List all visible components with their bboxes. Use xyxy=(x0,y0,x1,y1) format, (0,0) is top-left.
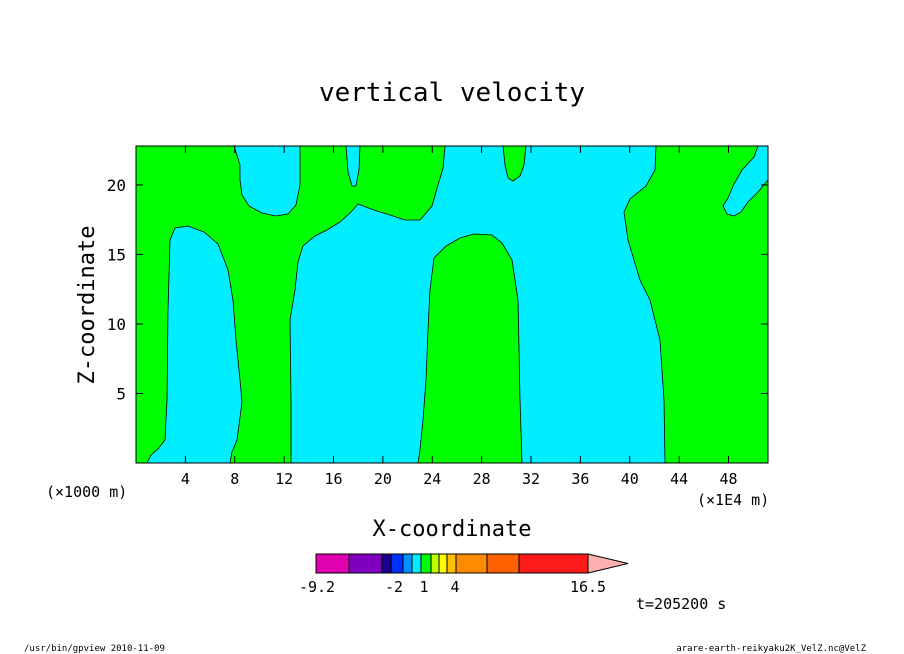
contour-region-2 xyxy=(289,145,666,464)
x-tick-label: 48 xyxy=(719,470,737,488)
colorbar xyxy=(315,553,629,574)
colorbar-labels: -9.2 -2 1 4 16.5 xyxy=(299,578,606,596)
colorbar-box xyxy=(446,553,457,574)
y-tick-label: 5 xyxy=(116,384,126,403)
x-tick-label: 24 xyxy=(423,470,441,488)
colorbar-box xyxy=(518,553,589,574)
x-tick-label: 16 xyxy=(324,470,342,488)
y-tick-label: 10 xyxy=(107,315,126,334)
colorbar-tick-label: -9.2 xyxy=(299,578,335,596)
colorbar-box xyxy=(348,553,383,574)
colorbar-box xyxy=(390,553,404,574)
colorbar-box xyxy=(455,553,488,574)
colorbar-tick-label: 1 xyxy=(419,578,428,596)
x-tick-label: 36 xyxy=(571,470,589,488)
x-tick-label: 44 xyxy=(670,470,688,488)
colorbar-box xyxy=(411,553,422,574)
colorbar-box xyxy=(420,553,432,574)
footer-right: arare-earth-reikyaku2K_VelZ.nc@VelZ xyxy=(676,644,866,654)
x-tick-label: 4 xyxy=(181,470,190,488)
x-tick-label: 12 xyxy=(275,470,293,488)
contour-region-3 xyxy=(233,145,301,217)
plot-frame xyxy=(135,145,769,464)
x-tick-label: 20 xyxy=(374,470,392,488)
x-tick-label: 28 xyxy=(473,470,491,488)
x-tick-label: 8 xyxy=(230,470,239,488)
colorbar-box xyxy=(430,553,440,574)
colorbar-extend-arrow xyxy=(587,553,629,574)
x-unit-left: (×1000 m) xyxy=(46,483,127,501)
x-axis-label: X-coordinate xyxy=(373,517,532,542)
y-tick-label: 20 xyxy=(107,176,126,195)
x-ticks: 4 8 12 16 20 24 28 32 36 40 44 48 xyxy=(181,146,738,488)
colorbar-tick-label: -2 xyxy=(385,578,403,596)
y-ticks: 5 10 15 20 xyxy=(107,176,768,403)
colorbar-box xyxy=(438,553,448,574)
x-tick-label: 32 xyxy=(522,470,540,488)
colorbar-box xyxy=(315,553,350,574)
chart-title: vertical velocity xyxy=(319,78,585,108)
colorbar-tick-label: 4 xyxy=(450,578,459,596)
contour-region-1 xyxy=(146,225,243,464)
colorbar-box xyxy=(402,553,413,574)
x-unit-right: (×1E4 m) xyxy=(697,491,769,509)
colorbar-box xyxy=(381,553,392,574)
footer-left: /usr/bin/gpview 2010-11-09 xyxy=(24,644,165,654)
y-tick-label: 15 xyxy=(107,245,126,264)
time-label: t=205200 s xyxy=(636,595,726,613)
y-axis-label: Z-coordinate xyxy=(75,226,100,385)
x-tick-label: 40 xyxy=(621,470,639,488)
colorbar-tick-label: 16.5 xyxy=(570,578,606,596)
colorbar-box xyxy=(486,553,520,574)
